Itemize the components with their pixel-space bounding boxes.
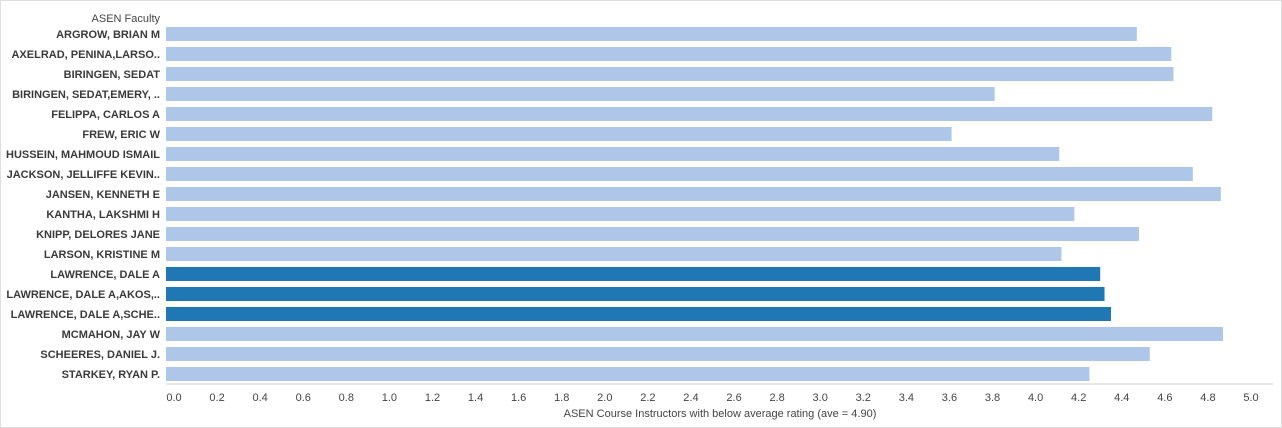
bar[interactable] — [166, 347, 1150, 361]
x-tick-label: 2.2 — [640, 392, 655, 404]
x-tick-label: 0.6 — [296, 392, 311, 404]
bar[interactable] — [166, 327, 1223, 341]
x-tick-label: 4.4 — [1114, 392, 1129, 404]
category-label: LAWRENCE, DALE A,AKOS,.. — [6, 289, 160, 301]
x-tick-label: 3.4 — [899, 392, 914, 404]
x-tick-label: 1.8 — [554, 392, 569, 404]
row-header: ASEN Faculty — [92, 13, 161, 25]
bar[interactable] — [166, 107, 1213, 121]
x-tick-label: 1.0 — [382, 392, 397, 404]
x-tick-label: 4.6 — [1157, 392, 1172, 404]
bar[interactable] — [166, 207, 1075, 221]
x-tick-label: 3.6 — [942, 392, 957, 404]
bar[interactable] — [166, 27, 1137, 41]
x-tick-label: 5.0 — [1243, 392, 1258, 404]
x-tick-label: 4.0 — [1028, 392, 1043, 404]
category-label: HUSSEIN, MAHMOUD ISMAIL — [6, 149, 160, 161]
x-tick-label: 1.6 — [511, 392, 526, 404]
category-label: STARKEY, RYAN P. — [62, 369, 160, 381]
x-tick-label: 2.6 — [726, 392, 741, 404]
bar[interactable] — [166, 87, 995, 101]
category-label: MCMAHON, JAY W — [62, 329, 161, 341]
bars-layer — [166, 27, 1223, 381]
category-label: JACKSON, JELLIFFE KEVIN.. — [7, 169, 160, 181]
x-tick-label: 3.0 — [813, 392, 828, 404]
category-label: KANTHA, LAKSHMI H — [46, 209, 160, 221]
bar[interactable] — [166, 47, 1172, 61]
x-axis-ticks: 0.0 0.2 0.4 0.6 0.8 1.0 1.2 1.4 1.6 1.8 2.0 2.2 2.4 2… — [166, 392, 1258, 404]
category-label: ARGROW, BRIAN M — [56, 29, 160, 41]
bar[interactable] — [166, 247, 1062, 261]
category-label: FELIPPA, CARLOS A — [51, 109, 160, 121]
x-tick-label: 4.8 — [1200, 392, 1215, 404]
x-tick-label: 2.8 — [769, 392, 784, 404]
category-label: LAWRENCE, DALE A,SCHE.. — [11, 309, 160, 321]
category-label: BIRINGEN, SEDAT,EMERY, .. — [12, 89, 160, 101]
x-tick-label: 3.8 — [985, 392, 1000, 404]
category-label: FREW, ERIC W — [82, 129, 160, 141]
bar[interactable] — [166, 187, 1221, 201]
bar[interactable] — [166, 167, 1193, 181]
x-tick-label: 2.4 — [683, 392, 698, 404]
x-tick-label: 0.2 — [209, 392, 224, 404]
x-tick-label: 3.2 — [856, 392, 871, 404]
x-tick-label: 4.2 — [1071, 392, 1086, 404]
category-labels: ARGROW, BRIAN M AXELRAD, PENINA,LARSO.. BI… — [6, 29, 161, 381]
category-label: BIRINGEN, SEDAT — [64, 69, 161, 81]
x-tick-label: 1.2 — [425, 392, 440, 404]
x-tick-label: 0.8 — [339, 392, 354, 404]
bar[interactable] — [166, 287, 1105, 301]
x-tick-label: 0.0 — [166, 392, 181, 404]
x-tick-label: 1.4 — [468, 392, 483, 404]
bar[interactable] — [166, 147, 1060, 161]
bar[interactable] — [166, 307, 1111, 321]
bar[interactable] — [166, 227, 1139, 241]
category-label: KNIPP, DELORES JANE — [36, 229, 160, 241]
category-label: SCHEERES, DANIEL J. — [40, 349, 160, 361]
bar[interactable] — [166, 127, 952, 141]
category-label: AXELRAD, PENINA,LARSO.. — [11, 49, 160, 61]
bar[interactable] — [166, 67, 1174, 81]
category-label: LARSON, KRISTINE M — [44, 249, 160, 261]
x-tick-label: 0.4 — [253, 392, 268, 404]
category-label: LAWRENCE, DALE A — [50, 269, 160, 281]
x-axis-label: ASEN Course Instructors with below avera… — [564, 408, 877, 420]
bar[interactable] — [166, 267, 1101, 281]
x-tick-label: 2.0 — [597, 392, 612, 404]
category-label: JANSEN, KENNETH E — [46, 189, 160, 201]
bar[interactable] — [166, 367, 1090, 381]
